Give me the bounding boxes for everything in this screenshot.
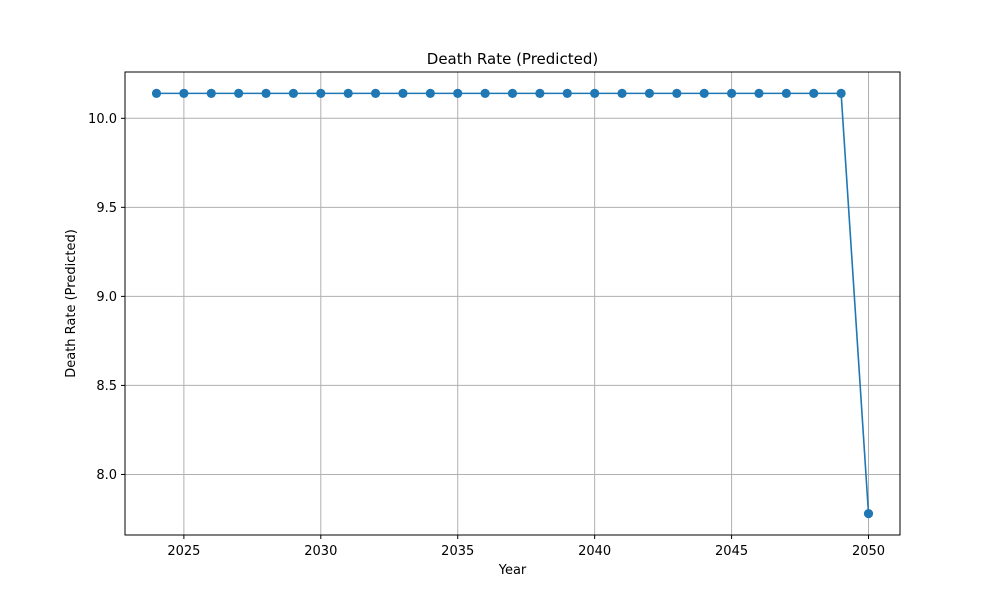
data-point	[151, 88, 162, 98]
y-tick-label: 8.0	[96, 468, 117, 483]
ticks: 2025 2030 2035 2040 2045 2050 8.0 8.5 9.0 9.5 10.0	[88, 112, 885, 559]
data-point	[535, 88, 545, 98]
x-tick-label: 2040	[578, 544, 611, 559]
data-point	[288, 88, 299, 98]
x-axis-label: Year	[498, 563, 527, 578]
x-tick-label: 2025	[167, 544, 200, 559]
y-tick-label: 9.5	[96, 201, 117, 216]
data-point	[754, 88, 764, 98]
x-tick-label: 2030	[304, 544, 337, 559]
y-axis-label: Death Rate (Predicted)	[64, 229, 79, 378]
data-point	[863, 509, 874, 519]
data-point	[562, 88, 572, 98]
grid	[125, 72, 900, 535]
data-point	[316, 88, 326, 98]
data-point	[179, 88, 189, 98]
data-point	[234, 88, 244, 98]
data-point	[699, 88, 709, 98]
data-point	[672, 88, 682, 98]
data-point	[726, 88, 737, 98]
data-point	[206, 88, 216, 98]
y-tick-label: 10.0	[88, 112, 117, 127]
data-point	[261, 88, 271, 98]
x-tick-label: 2035	[441, 544, 474, 559]
data-point	[836, 88, 846, 98]
series-layer	[151, 88, 874, 519]
y-tick-label: 8.5	[96, 379, 117, 394]
plot-area-frame	[124, 71, 901, 536]
x-tick-label: 2045	[715, 544, 748, 559]
data-point	[425, 88, 435, 98]
data-point	[480, 88, 490, 98]
data-point	[590, 88, 600, 98]
data-point	[507, 88, 518, 98]
data-point	[370, 88, 381, 98]
data-point	[617, 88, 627, 98]
chart-title: Death Rate (Predicted)	[427, 50, 598, 68]
x-tick-label: 2050	[852, 544, 885, 559]
data-point	[453, 88, 463, 98]
data-point	[398, 88, 408, 98]
data-point	[343, 88, 353, 98]
y-tick-label: 9.0	[96, 290, 117, 305]
data-point	[781, 88, 791, 98]
data-point	[644, 88, 655, 98]
data-point	[809, 88, 819, 98]
